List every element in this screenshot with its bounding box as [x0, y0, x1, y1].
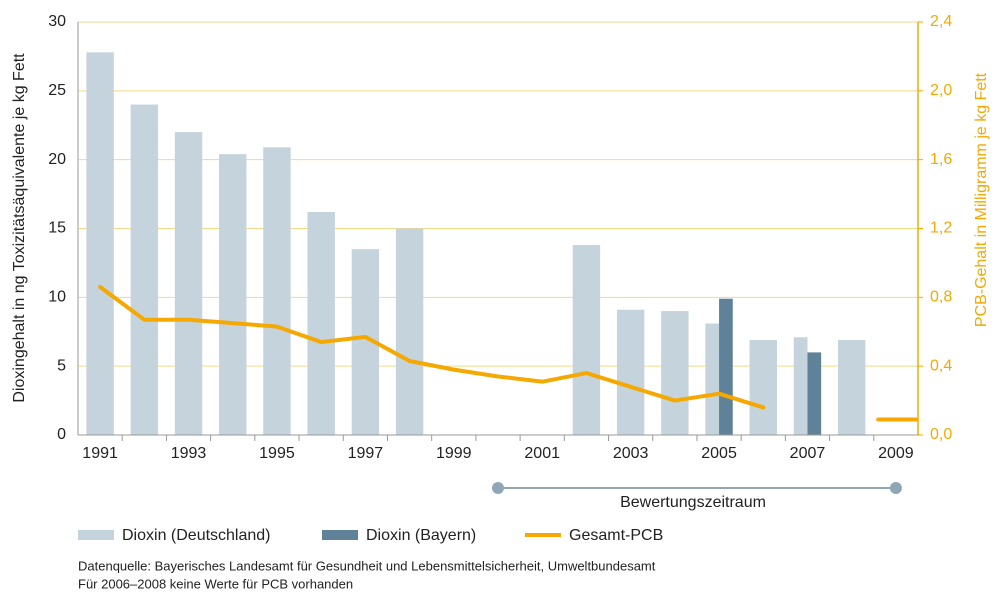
bar [661, 311, 689, 435]
y-axis-label: Dioxingehalt in ng Toxizitätsäquivalente… [11, 53, 28, 403]
bar [705, 323, 720, 435]
y-tick-label: 5 [57, 357, 66, 374]
x-tick-label: 2009 [878, 445, 914, 462]
bar [307, 211, 335, 435]
x-tick-label: 1991 [82, 445, 118, 462]
y-tick-label: 10 [48, 289, 66, 306]
bar [807, 352, 822, 435]
bar [86, 52, 114, 435]
x-tick-label: 2001 [524, 445, 560, 462]
x-tick-label: 1993 [171, 445, 207, 462]
bar [572, 245, 601, 435]
line [98, 285, 766, 410]
x-tick-label: 1999 [436, 445, 472, 462]
bar [395, 228, 424, 435]
y2-tick-label: 1,6 [930, 151, 952, 168]
note: Datenquelle: Bayerisches Landesamt für G… [78, 558, 656, 573]
x-tick-label: 2005 [701, 445, 737, 462]
legend-swatch [322, 530, 358, 540]
y2-axis-label: PCB-Gehalt in Milligramm je kg Fett [973, 72, 990, 327]
y2-tick-label: 0,4 [930, 357, 952, 374]
x-tick-label: 2007 [790, 445, 826, 462]
legend-label: Dioxin (Deutschland) [122, 527, 271, 544]
bar [749, 340, 777, 435]
annotation: Bewertungszeitraum [620, 494, 766, 511]
y-tick-label: 30 [48, 13, 66, 30]
legend-swatch [78, 530, 114, 540]
annotation-dot [492, 482, 504, 494]
bar [837, 340, 866, 435]
y2-tick-label: 2,0 [930, 82, 952, 99]
y2-tick-label: 2,4 [930, 13, 952, 30]
legend-label: Gesamt-PCB [569, 527, 663, 544]
bar [263, 147, 291, 435]
legend-label: Dioxin (Bayern) [366, 527, 476, 544]
y2-tick-label: 0,0 [930, 426, 952, 443]
y-tick-label: 25 [48, 82, 66, 99]
bar [174, 132, 203, 435]
bar [793, 337, 808, 435]
x-tick-label: 1995 [259, 445, 295, 462]
y-tick-label: 15 [48, 220, 66, 237]
y2-tick-label: 1,2 [930, 220, 952, 237]
y-tick-label: 0 [57, 426, 66, 443]
bar [719, 298, 733, 435]
annotation-dot [889, 482, 902, 494]
y-tick-label: 20 [48, 151, 66, 168]
note: Für 2006–2008 keine Werte für PCB vorhan… [78, 576, 353, 591]
bar [219, 154, 247, 435]
x-tick-label: 2003 [613, 445, 649, 462]
x-tick-label: 1997 [348, 445, 384, 462]
y2-tick-label: 0,8 [930, 289, 952, 306]
bar [130, 104, 159, 435]
bar [616, 309, 645, 435]
